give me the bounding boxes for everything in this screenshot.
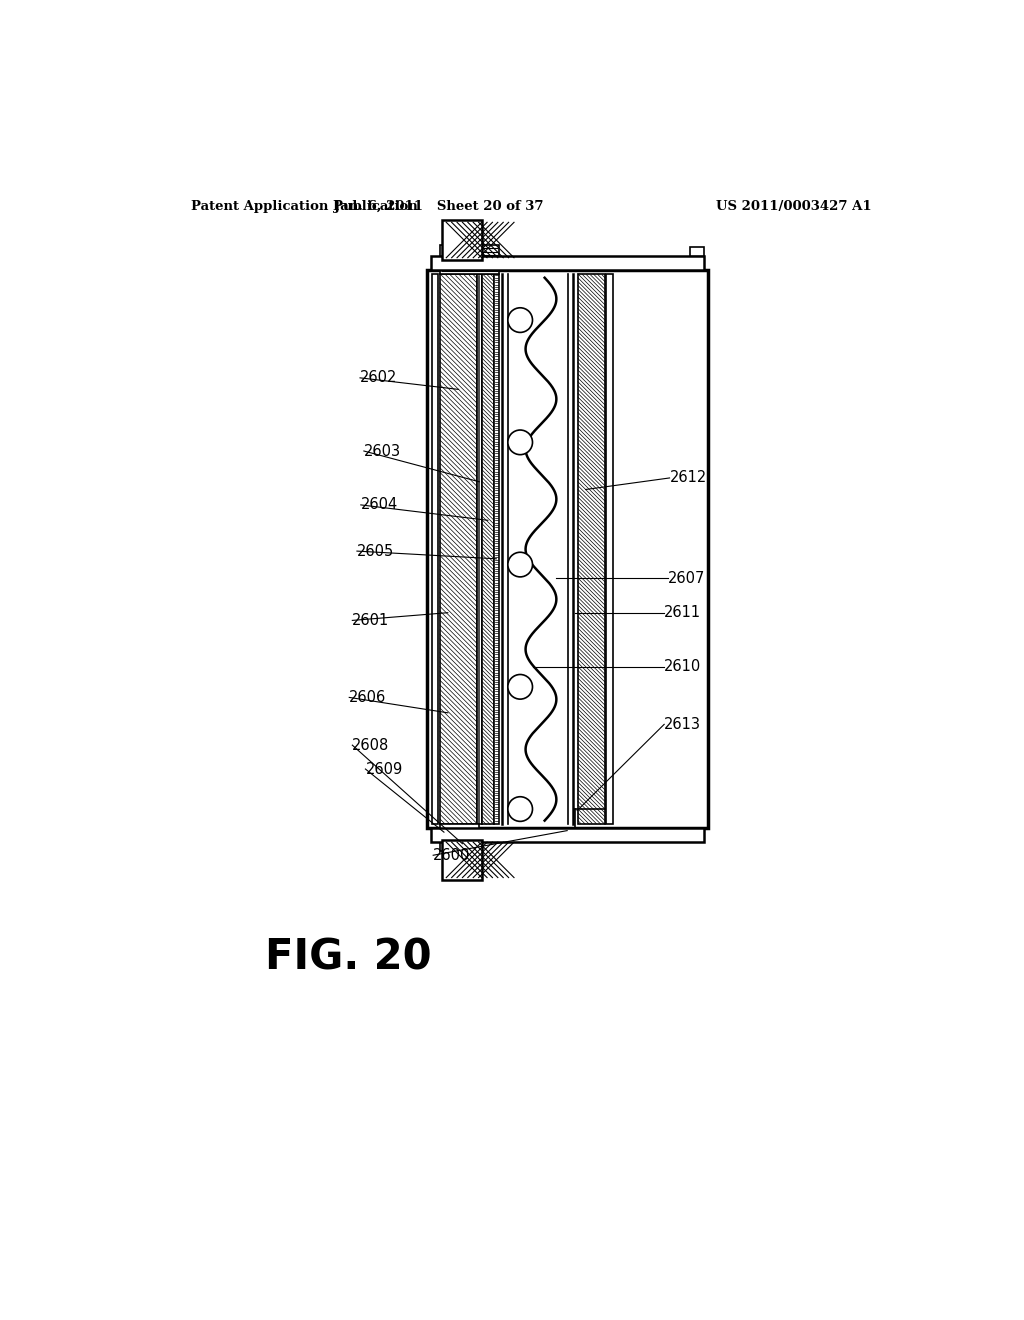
Bar: [442, 220, 482, 260]
Circle shape: [508, 675, 532, 700]
Text: 2612: 2612: [670, 470, 707, 486]
Text: 2601: 2601: [352, 612, 389, 628]
Bar: [606, 275, 612, 825]
Text: 2606: 2606: [349, 690, 386, 705]
Text: 2609: 2609: [366, 762, 402, 776]
Text: 2603: 2603: [364, 444, 401, 458]
Circle shape: [508, 552, 532, 577]
Bar: [431, 256, 705, 271]
Bar: [440, 825, 479, 851]
Bar: [431, 829, 705, 842]
Text: US 2011/0003427 A1: US 2011/0003427 A1: [716, 199, 871, 213]
Circle shape: [508, 797, 532, 821]
Bar: [440, 275, 477, 825]
Text: Jan. 6, 2011   Sheet 20 of 37: Jan. 6, 2011 Sheet 20 of 37: [334, 199, 544, 213]
Bar: [494, 275, 499, 825]
Circle shape: [508, 430, 532, 454]
Text: FIG. 20: FIG. 20: [265, 936, 432, 978]
Text: 2607: 2607: [668, 570, 706, 586]
Circle shape: [508, 308, 532, 333]
Text: 2600: 2600: [433, 847, 471, 863]
Text: 2602: 2602: [360, 371, 397, 385]
Text: 2604: 2604: [360, 498, 398, 512]
Bar: [427, 271, 708, 829]
Text: 2605: 2605: [357, 544, 394, 558]
Text: Patent Application Publication: Patent Application Publication: [190, 199, 418, 213]
Text: 2613: 2613: [665, 717, 701, 731]
Text: 2608: 2608: [352, 738, 389, 752]
Text: 2611: 2611: [665, 605, 701, 620]
Bar: [578, 275, 605, 825]
Bar: [432, 275, 438, 825]
Text: 2610: 2610: [665, 659, 701, 675]
Bar: [690, 247, 705, 256]
Bar: [442, 840, 482, 880]
Bar: [481, 275, 494, 825]
Bar: [440, 244, 499, 275]
Bar: [477, 275, 481, 825]
